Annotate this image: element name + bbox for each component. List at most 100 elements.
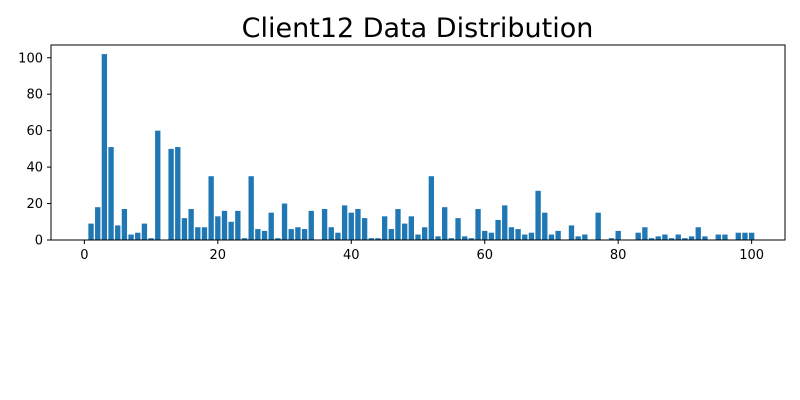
bar-30 [281, 203, 288, 240]
x-axis: 0 20 40 60 80 100 [80, 240, 764, 263]
bar-24 [241, 238, 248, 240]
bar-61 [488, 232, 495, 240]
bar-8 [135, 232, 141, 240]
x-tick-label-100: 100 [739, 248, 764, 263]
bar-77 [595, 212, 601, 240]
bar-84 [642, 227, 648, 240]
bar-4 [108, 147, 114, 240]
bar-67 [528, 232, 535, 240]
x-tick-label-80: 80 [610, 248, 627, 263]
bar-59 [475, 209, 481, 240]
bar-42 [361, 218, 368, 240]
bar-65 [515, 229, 521, 240]
bar-54 [442, 207, 448, 240]
bar-37 [328, 227, 334, 240]
bar-18 [201, 227, 208, 240]
bar-62 [495, 219, 501, 240]
bar-26 [255, 229, 261, 240]
bar-6 [121, 209, 128, 240]
bar-28 [268, 212, 274, 240]
bar-74 [575, 236, 581, 240]
bar-44 [375, 238, 381, 240]
bar-3 [101, 54, 108, 240]
bar-64 [508, 227, 515, 240]
y-tick-label-40: 40 [26, 161, 43, 176]
bar-89 [675, 234, 681, 240]
bar-99 [742, 232, 748, 240]
bar-90 [682, 238, 688, 240]
bar-75 [582, 234, 588, 240]
bar-17 [195, 227, 201, 240]
bar-92 [695, 227, 701, 240]
bar-48 [401, 223, 408, 240]
bars-group [88, 54, 755, 240]
y-axis: 0 20 40 60 80 100 [18, 51, 51, 249]
bar-53 [435, 236, 441, 240]
bar-95 [715, 234, 721, 240]
bar-31 [288, 229, 294, 240]
bar-10 [148, 238, 154, 240]
x-tick-label-40: 40 [343, 248, 360, 263]
y-tick-label-0: 0 [35, 234, 43, 249]
bar-21 [221, 210, 228, 240]
bar-2 [95, 207, 101, 240]
bar-41 [355, 209, 361, 240]
bar-51 [422, 227, 428, 240]
bar-49 [408, 216, 414, 240]
x-tick-label-0: 0 [80, 248, 88, 263]
bar-23 [235, 210, 241, 240]
bar-15 [181, 218, 188, 240]
bar-70 [548, 234, 555, 240]
bar-46 [388, 229, 394, 240]
bar-88 [668, 238, 675, 240]
bar-100 [748, 232, 755, 240]
bar-73 [568, 225, 575, 240]
bar-98 [735, 232, 741, 240]
bar-34 [308, 210, 314, 240]
bar-79 [608, 238, 615, 240]
bar-36 [321, 209, 328, 240]
bar-13 [168, 148, 174, 240]
bar-29 [275, 238, 281, 240]
bar-22 [228, 221, 234, 240]
bar-86 [655, 236, 661, 240]
bar-39 [341, 205, 348, 240]
bar-25 [248, 176, 254, 240]
bar-19 [208, 176, 214, 240]
bar-87 [662, 234, 668, 240]
bar-69 [542, 212, 548, 240]
bar-16 [188, 209, 194, 240]
bar-14 [175, 147, 181, 240]
bar-58 [468, 238, 475, 240]
bar-55 [448, 238, 455, 240]
bar-33 [301, 229, 308, 240]
bar-5 [115, 225, 121, 240]
bar-32 [295, 227, 301, 240]
bar-50 [415, 234, 421, 240]
bar-43 [368, 238, 374, 240]
bar-45 [381, 216, 388, 240]
bar-38 [335, 232, 341, 240]
bar-71 [555, 230, 561, 240]
bar-60 [482, 230, 488, 240]
bar-47 [395, 209, 401, 240]
bar-63 [502, 205, 508, 240]
bar-52 [428, 176, 435, 240]
y-tick-label-100: 100 [18, 51, 43, 66]
x-tick-label-60: 60 [476, 248, 493, 263]
bar-11 [155, 130, 161, 240]
bar-57 [462, 236, 468, 240]
bar-56 [455, 218, 461, 240]
bar-40 [348, 212, 354, 240]
bar-80 [615, 230, 621, 240]
bar-96 [722, 234, 728, 240]
bar-85 [648, 238, 655, 240]
bar-91 [688, 236, 695, 240]
y-tick-label-20: 20 [26, 197, 43, 212]
bar-9 [141, 223, 148, 240]
y-tick-label-80: 80 [26, 88, 43, 103]
bar-27 [261, 230, 268, 240]
bar-1 [88, 223, 94, 240]
bar-66 [522, 234, 528, 240]
x-tick-label-20: 20 [210, 248, 227, 263]
